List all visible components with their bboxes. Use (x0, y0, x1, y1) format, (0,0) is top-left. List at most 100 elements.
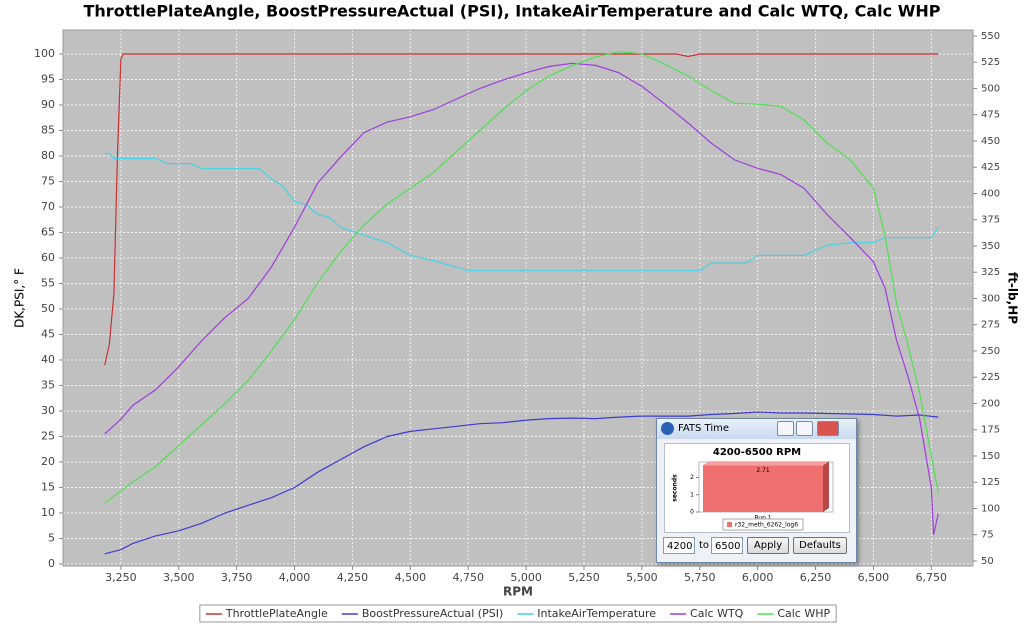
y-tick-label: 65 (41, 225, 55, 238)
y2-tick-label: 400 (981, 188, 1000, 199)
legend-label: ThrottlePlateAngle (225, 607, 328, 620)
y-tick-label: 55 (41, 276, 55, 289)
bar (703, 465, 823, 512)
y-tick-label: 10 (41, 506, 55, 519)
series-line (104, 411, 939, 555)
bar-top (703, 461, 829, 466)
y-tick-label: 35 (41, 378, 55, 391)
y-tick-label: 100 (34, 47, 55, 60)
legend-label: r32_meth_6262_log6 (735, 522, 798, 529)
x-tick-label: 4,250 (337, 571, 369, 584)
value-label: 2.71 (756, 467, 770, 474)
y-axis-label: DK,PSI,° F (13, 268, 27, 328)
y2-tick-label: 325 (981, 267, 1000, 278)
y-tick-label: 80 (41, 149, 55, 162)
series-line (104, 53, 939, 366)
x-tick-label: 4,750 (452, 571, 484, 584)
x-tick-label: 6,000 (742, 571, 774, 584)
x-tick-label: 6,250 (800, 571, 832, 584)
plot-border (62, 29, 974, 567)
y-tick-label: 70 (41, 200, 55, 213)
y-tick-label: 90 (41, 98, 55, 111)
y2-tick-label: 475 (981, 110, 1000, 121)
to-label: to (699, 540, 710, 551)
y2-tick-label: 125 (981, 477, 1000, 488)
y-tick-label: 0 (690, 509, 694, 516)
fats-y-label: seconds (672, 474, 679, 502)
y2-tick-label: 225 (981, 372, 1000, 383)
y-tick-label: 0 (48, 557, 55, 570)
bar-side (823, 461, 829, 512)
y-tick-label: 20 (41, 455, 55, 468)
legend-box (722, 518, 804, 531)
y2-tick-label: 250 (981, 346, 1000, 357)
y-tick-label: 85 (41, 123, 55, 136)
series-line (104, 51, 939, 504)
y2-tick-label: 175 (981, 425, 1000, 436)
y-tick-label: 30 (41, 404, 55, 417)
x-axis-label: RPM (503, 585, 533, 599)
series-line (104, 152, 939, 272)
y2-tick-label: 550 (981, 31, 1000, 42)
y2-tick-label: 350 (981, 241, 1000, 252)
x-tick-label: 3,750 (221, 571, 253, 584)
x-tick-label: 3,250 (105, 571, 137, 584)
y-tick-label: 60 (41, 251, 55, 264)
y2-tick-label: 525 (981, 57, 1000, 68)
y2-tick-label: 375 (981, 215, 1000, 226)
from-input[interactable]: 4200 (663, 537, 695, 554)
x-tick-label: 4,500 (395, 571, 427, 584)
y-tick-label: 1 (690, 491, 694, 498)
y2-tick-label: 275 (981, 320, 1000, 331)
legend-label: IntakeAirTemperature (537, 607, 656, 620)
y2-tick-label: 450 (981, 136, 1000, 147)
defaults-button[interactable]: Defaults (793, 537, 847, 554)
chart-title: ThrottlePlateAngle, BoostPressureActual … (84, 2, 941, 21)
y-tick-label: 45 (41, 327, 55, 340)
app-icon (661, 422, 674, 435)
x-tick-label: Run 1 (754, 515, 771, 522)
x-tick-label: 5,750 (684, 571, 716, 584)
dialog-title: FATS Time (678, 423, 730, 434)
y-tick-label: 25 (41, 429, 55, 442)
fats-chart: 4200-6500 RPM seconds 0 1 2 2.71 Run 1r32_me… (664, 443, 850, 533)
x-tick-label: 3,500 (163, 571, 195, 584)
close-button[interactable] (817, 421, 839, 436)
fats-chart-title: 4200-6500 RPM (713, 447, 801, 458)
y2-tick-label: 500 (981, 83, 1000, 94)
legend-swatch (727, 522, 732, 527)
to-input[interactable]: 6500 (711, 537, 743, 554)
maximize-button[interactable] (796, 421, 813, 436)
y-tick-label: 75 (41, 174, 55, 187)
apply-button[interactable]: Apply (747, 537, 789, 554)
y2-tick-label: 75 (981, 530, 994, 541)
legend-label: Calc WTQ (690, 607, 744, 620)
x-tick-label: 6,500 (858, 571, 890, 584)
x-tick-label: 5,500 (626, 571, 658, 584)
fats-dialog: FATS Time 4200-6500 RPM seconds 0 1 2 2.71 R… (656, 418, 857, 563)
y2-tick-label: 300 (981, 293, 1000, 304)
y2-axis-label: ft-lb,HP (1006, 272, 1020, 324)
x-tick-label: 5,250 (568, 571, 600, 584)
x-tick-label: 4,000 (279, 571, 311, 584)
y-tick-label: 40 (41, 353, 55, 366)
y2-tick-label: 200 (981, 398, 1000, 409)
legend-label: BoostPressureActual (PSI) (362, 607, 503, 620)
title-bar: FATS Time (657, 419, 856, 439)
y-tick-label: 2 (690, 474, 694, 481)
y2-tick-label: 100 (981, 503, 1000, 514)
y-tick-label: 95 (41, 72, 55, 85)
x-tick-label: 5,000 (510, 571, 542, 584)
y2-tick-label: 150 (981, 451, 1000, 462)
legend-label: Calc WHP (777, 607, 830, 620)
y-tick-label: 5 (48, 531, 55, 544)
y-tick-label: 15 (41, 480, 55, 493)
minimize-button[interactable] (777, 421, 794, 436)
series-line (104, 62, 939, 535)
y2-tick-label: 50 (981, 556, 994, 567)
y2-tick-label: 425 (981, 162, 1000, 173)
y-tick-label: 50 (41, 302, 55, 315)
legend: ThrottlePlateAngle BoostPressureActual (P… (199, 604, 837, 623)
